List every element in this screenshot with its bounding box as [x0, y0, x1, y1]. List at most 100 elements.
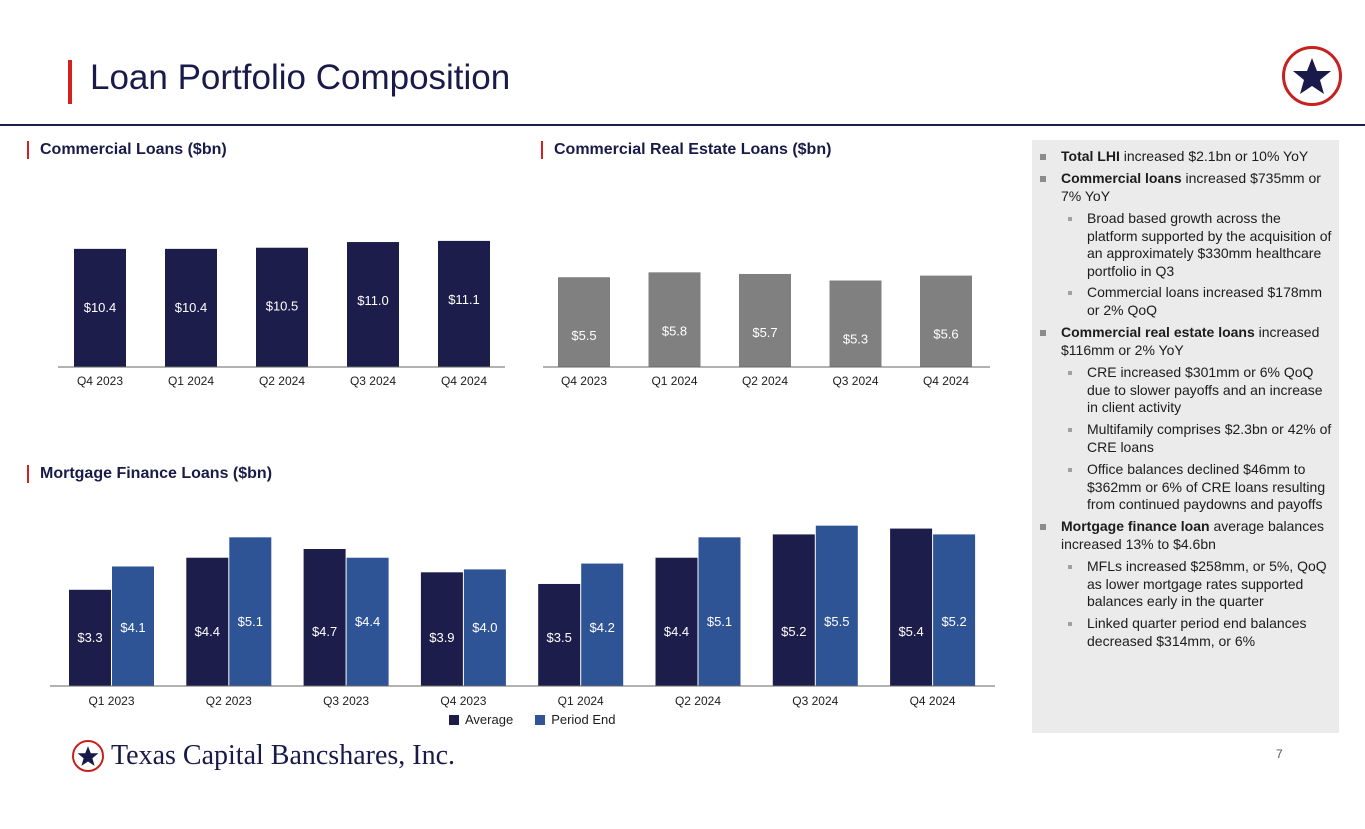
- bullet-text: MFLs increased $258mm, or 5%, QoQ as low…: [1087, 558, 1327, 609]
- bullet: Total LHI increased $2.1bn or 10% YoY: [1040, 148, 1333, 166]
- data-label: $5.5: [571, 328, 596, 343]
- data-label: $11.1: [448, 292, 480, 307]
- data-label: $5.3: [843, 331, 868, 346]
- bullet-marker: [1068, 565, 1072, 569]
- bar: [438, 240, 490, 367]
- tick-label: Q3 2024: [792, 694, 838, 708]
- data-label: $4.2: [590, 620, 615, 635]
- bullet-bold: Commercial real estate loans: [1061, 324, 1255, 340]
- data-label: $4.4: [195, 624, 220, 639]
- data-label: $5.6: [933, 327, 958, 342]
- data-label: $3.5: [547, 630, 572, 645]
- tick-label: Q4 2023: [440, 694, 486, 708]
- data-label: $5.2: [941, 614, 966, 629]
- tick-label: Q3 2024: [350, 374, 396, 388]
- bar-period-end: [463, 569, 506, 686]
- commercial-loans-title: Commercial Loans ($bn): [27, 141, 227, 159]
- bullet-text: Office balances declined $46mm to $362mm…: [1087, 461, 1326, 512]
- bullet-text: increased $116mm or 2% YoY: [1061, 324, 1320, 358]
- bar-period-end: [581, 563, 624, 686]
- bar: [739, 273, 791, 367]
- bar-period-end: [229, 537, 272, 686]
- bar: [347, 242, 399, 367]
- star-icon: [77, 746, 99, 766]
- legend-average: Average: [449, 712, 513, 727]
- sub-bullet: Linked quarter period end balances decre…: [1068, 615, 1332, 650]
- chart-legend: Average Period End: [449, 712, 616, 727]
- bar-average: [538, 583, 581, 686]
- company-name: Texas Capital Bancshares, Inc.: [111, 740, 456, 771]
- bullet-marker: [1040, 154, 1046, 160]
- data-label: $5.2: [781, 624, 806, 639]
- tick-label: Q4 2024: [441, 374, 487, 388]
- bullet-marker: [1068, 468, 1072, 472]
- data-label: $4.7: [312, 624, 337, 639]
- data-label: $5.7: [752, 325, 777, 340]
- data-label: $3.9: [429, 630, 454, 645]
- tick-label: Q2 2024: [259, 374, 305, 388]
- tick-label: Q4 2024: [910, 694, 956, 708]
- data-label: $4.1: [120, 620, 145, 635]
- sub-bullet: Commercial loans increased $178mm or 2% …: [1068, 284, 1332, 319]
- bullet-text: Broad based growth across the platform s…: [1087, 210, 1332, 279]
- data-label: $10.4: [84, 300, 117, 315]
- bullet-marker: [1068, 371, 1072, 375]
- data-label: $10.4: [175, 300, 208, 315]
- bullet-text: Multifamily comprises $2.3bn or 42% of C…: [1087, 421, 1332, 455]
- page-number: 7: [1276, 747, 1283, 761]
- bar-period-end: [346, 557, 389, 686]
- bullet-bold: Commercial loans: [1061, 170, 1182, 186]
- data-label: $4.4: [664, 624, 689, 639]
- tick-label: Q4 2024: [923, 374, 969, 388]
- data-label: $5.8: [662, 323, 687, 338]
- legend-period-end: Period End: [535, 712, 616, 727]
- data-label: $4.0: [472, 620, 497, 635]
- bullet-text: increased $735mm or 7% YoY: [1061, 170, 1321, 204]
- data-label: $3.3: [77, 630, 102, 645]
- bar: [648, 272, 701, 367]
- bar-period-end: [698, 537, 741, 686]
- bar-average: [890, 528, 933, 686]
- sub-bullet: Multifamily comprises $2.3bn or 42% of C…: [1068, 421, 1332, 456]
- summary-panel: [1032, 140, 1339, 733]
- bullet-bold: Mortgage finance loan: [1061, 518, 1210, 534]
- bar-average: [655, 557, 698, 686]
- bullet-marker: [1040, 330, 1046, 336]
- bar-period-end: [933, 534, 976, 686]
- bar: [256, 247, 308, 367]
- bar-average: [69, 589, 111, 686]
- bar: [829, 280, 882, 367]
- title-accent-bar: [68, 60, 72, 104]
- star-icon: [1293, 58, 1331, 94]
- tick-label: Q4 2023: [561, 374, 607, 388]
- bar-period-end: [112, 566, 154, 686]
- bullet-text: Linked quarter period end balances decre…: [1087, 615, 1307, 649]
- data-label: $4.4: [355, 614, 380, 629]
- tick-label: Q1 2024: [651, 374, 697, 388]
- bar-period-end: [815, 525, 858, 686]
- bullet-text: CRE increased $301mm or 6% QoQ due to sl…: [1087, 364, 1323, 415]
- bar: [165, 248, 217, 367]
- sub-bullet: CRE increased $301mm or 6% QoQ due to sl…: [1068, 364, 1332, 417]
- bullet-marker: [1068, 291, 1072, 295]
- cre-loans-title: Commercial Real Estate Loans ($bn): [541, 141, 831, 159]
- bullet-marker: [1068, 428, 1072, 432]
- bullet-marker: [1040, 524, 1046, 530]
- tick-label: Q1 2024: [558, 694, 604, 708]
- bullet-text: average balances increased 13% to $4.6bn: [1061, 518, 1324, 552]
- mortgage-finance-title: Mortgage Finance Loans ($bn): [27, 465, 272, 483]
- bar: [558, 277, 610, 367]
- data-label: $5.4: [898, 624, 923, 639]
- footer-logo: Texas Capital Bancshares, Inc.: [72, 740, 455, 772]
- data-label: $5.1: [707, 614, 732, 629]
- bar-average: [772, 534, 815, 686]
- tick-label: Q3 2024: [832, 374, 878, 388]
- data-label: $5.5: [824, 614, 849, 629]
- bullet-marker: [1040, 176, 1046, 182]
- sub-bullet: Broad based growth across the platform s…: [1068, 210, 1332, 280]
- bar-average: [186, 557, 229, 686]
- sub-bullet: Office balances declined $46mm to $362mm…: [1068, 461, 1332, 514]
